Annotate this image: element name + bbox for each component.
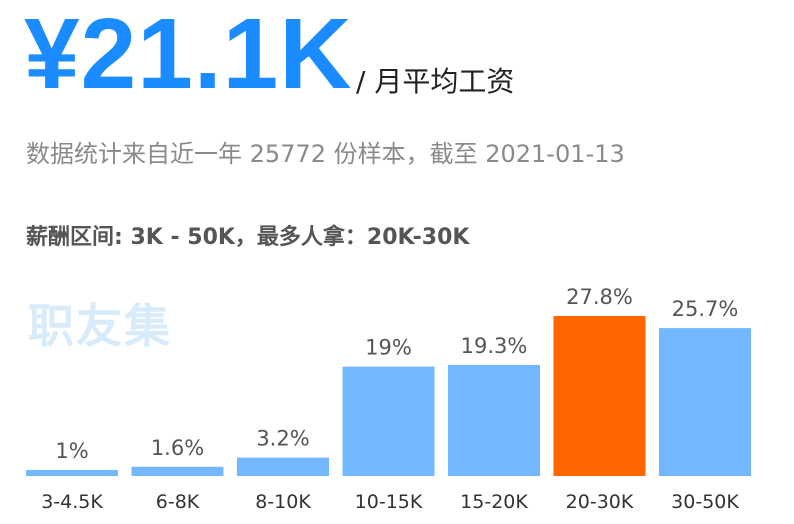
bar-6-8K [131,466,224,476]
bar-value-label: 19% [365,336,412,360]
bar-value-label: 1% [55,439,88,463]
bar-value-label: 27.8% [566,285,633,309]
bar-15-20K [448,364,540,476]
bar-value-label: 3.2% [256,427,309,451]
salary-unit-label: / 月平均工资 [356,65,515,98]
category-label: 6-8K [156,491,200,513]
category-label: 8-10K [255,491,311,513]
sample-info-text: 数据统计来自近一年 25772 份样本，截至 2021-01-13 [26,140,625,168]
bar-30-50K [659,328,751,476]
category-label: 30-50K [671,491,739,513]
bar-value-label: 25.7% [672,297,739,321]
bar-value-label: 1.6% [151,436,204,460]
bar-10-15K [342,366,435,476]
salary-range-text: 薪酬区间: 3K - 50K，最多人拿：20K-30K [26,225,470,250]
category-label: 20-30K [566,491,634,513]
category-label: 3-4.5K [41,491,103,513]
bar-3-4.5K [26,470,118,476]
average-salary-value: ¥21.1K [24,0,353,110]
bar-8-10K [237,457,329,476]
category-label: 10-15K [355,491,423,513]
watermark-logo: 职友集 [28,299,172,353]
category-label: 15-20K [460,491,528,513]
bar-value-label: 19.3% [461,334,528,358]
bar-20-30K [553,316,646,476]
